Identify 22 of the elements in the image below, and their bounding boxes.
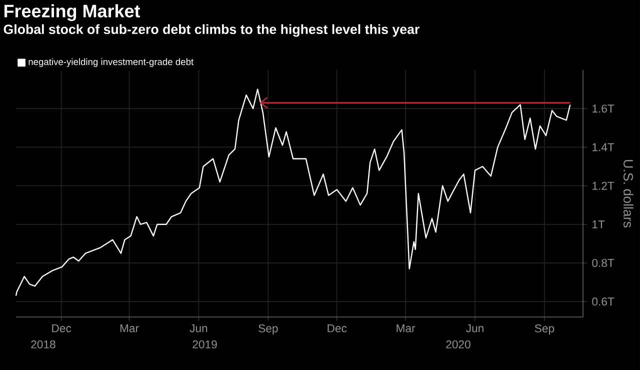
y-tick-label: 0.6T: [592, 298, 614, 306]
y-tick-label: 0.8T: [592, 258, 614, 267]
y-axis-title: U.S. dollars: [624, 160, 634, 228]
x-tick-label: Jun: [466, 324, 484, 332]
line-series: [15, 88, 571, 296]
x-tick-label: Dec: [52, 324, 72, 332]
y-tick-label: 1.6T: [592, 104, 614, 113]
x-tick-label: Sep: [534, 324, 554, 335]
x-tick-label: Mar: [120, 324, 139, 332]
x-tick-label: Jun: [190, 324, 208, 332]
text: 2020: [446, 340, 470, 348]
x-tick-label: Sep: [258, 324, 278, 335]
chart-subtitle: Global stock of sub-zero debt climbs to the highest level this year: [4, 24, 420, 37]
x-tick-label: Mar: [396, 324, 416, 332]
text: 2019: [192, 340, 217, 348]
x-tick-label: Dec: [328, 324, 347, 332]
legend-label: negative-yielding investment-grade debt: [28, 58, 194, 68]
chart-title: Freezing Market: [4, 4, 140, 22]
y-tick-label: 1T: [592, 220, 605, 228]
y-tick-label: 1.4T: [592, 143, 614, 152]
y-tick-label: 1.2T: [592, 182, 614, 190]
text: 2018: [31, 340, 56, 348]
